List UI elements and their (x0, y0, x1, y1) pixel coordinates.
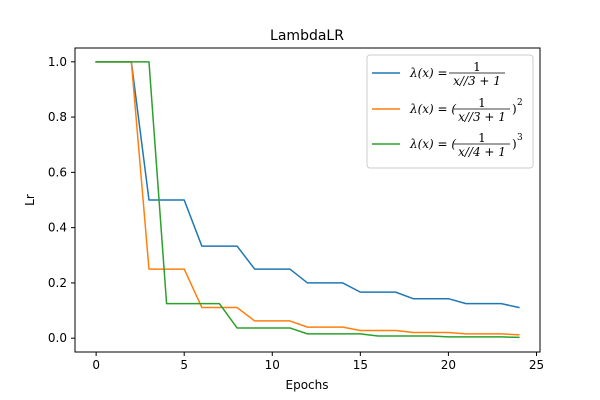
legend: λ(x) = 1x//3 + 1λ(x) = (1x//3 + 1) 2λ(x) =… (366, 54, 534, 169)
legend-close-paren: ) (512, 137, 517, 151)
legend-close-paren: ) (512, 102, 517, 116)
legend-denominator: x//3 + 1 (453, 74, 501, 88)
x-axis-title: Epochs (286, 378, 329, 392)
series-line-2 (95, 61, 520, 336)
y-tick-label: 0.0 (48, 331, 67, 345)
legend-lhs: λ(x) = ( (409, 137, 456, 151)
x-tick-label: 5 (180, 358, 188, 372)
plot-area-frame (74, 47, 541, 353)
legend-numerator: 1 (478, 131, 486, 145)
legend-lhs: λ(x) = ( (409, 102, 456, 116)
y-axis-title: Lr (23, 194, 37, 206)
legend-denominator: x//3 + 1 (458, 110, 506, 124)
y-tick-label: 0.8 (48, 110, 67, 124)
series-line-1 (95, 61, 520, 309)
legend-exponent: 3 (517, 133, 523, 143)
y-tick-label: 0.2 (48, 276, 67, 290)
y-tick-label: 0.6 (48, 165, 67, 179)
legend-numerator: 1 (478, 96, 486, 110)
y-tick-label: 0.4 (48, 221, 67, 235)
x-tick-label: 20 (441, 358, 456, 372)
legend-exponent: 2 (517, 98, 523, 108)
legend-numerator: 1 (473, 60, 481, 74)
y-tick-label: 1.0 (48, 55, 67, 69)
legend-entry-3: λ(x) = ( 1x//4 + 1) 3 (372, 131, 523, 159)
legend-entry-2: λ(x) = ( 1x//3 + 1) 2 (372, 96, 523, 124)
legend-entry-1: λ(x) = 1x//3 + 1 (372, 60, 505, 88)
legend-box (366, 54, 534, 169)
legend-lhs: λ(x) = (409, 66, 448, 80)
x-tick-label: 10 (265, 358, 280, 372)
x-tick-label: 15 (353, 358, 368, 372)
x-tick-label: 0 (92, 358, 100, 372)
series-line-3 (95, 61, 520, 339)
chart-title: LambdaLR (270, 28, 344, 44)
legend-denominator: x//4 + 1 (458, 145, 506, 159)
x-tick-label: 25 (529, 358, 544, 372)
